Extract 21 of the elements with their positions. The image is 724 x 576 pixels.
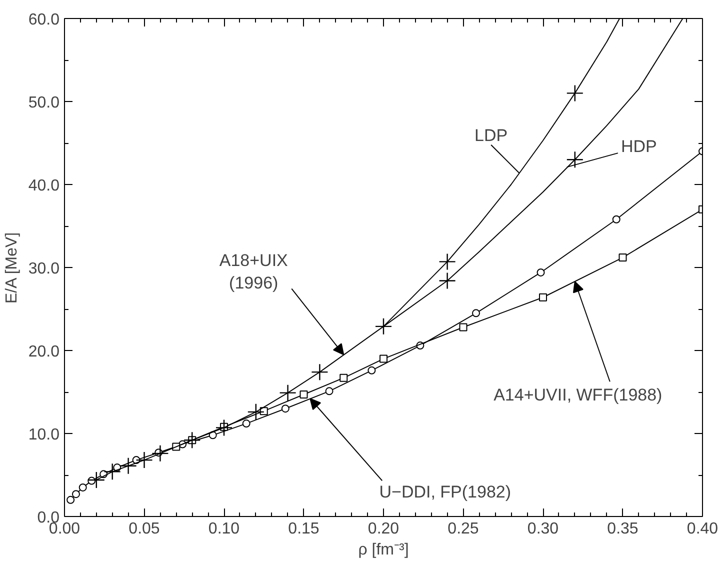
x-axis-title: ρ [fm⁻³]: [358, 542, 409, 558]
annotation: U−DDI, FP(1982): [379, 482, 512, 502]
x-tick-label: 0.10: [208, 520, 240, 538]
y-tick-label: 50.0: [28, 94, 60, 112]
y-tick-label: 60.0: [28, 12, 60, 28]
annotation: HDP: [620, 137, 657, 156]
y-tick-label: 40.0: [28, 178, 60, 194]
x-tick-label: 0.40: [686, 520, 718, 538]
x-tick-label: 0.15: [288, 520, 320, 538]
x-tick-label: 0.05: [128, 520, 160, 538]
x-tick-label: 0.20: [368, 520, 400, 538]
annotation: LDP: [474, 126, 508, 145]
y-tick-label: 10.0: [28, 426, 60, 444]
y-axis-title: E/A [MeV]: [3, 232, 20, 304]
x-tick-label: 0.35: [607, 520, 638, 538]
y-tick-label: 30.0: [28, 260, 60, 278]
annotation: A18+UIX (1996): [219, 250, 288, 293]
annotation: A14+UVII, WFF(1988): [494, 386, 662, 405]
y-tick-label: 20.0: [28, 344, 60, 360]
x-tick-label: 0.30: [527, 520, 559, 538]
x-tick-label: 0.25: [448, 520, 479, 538]
